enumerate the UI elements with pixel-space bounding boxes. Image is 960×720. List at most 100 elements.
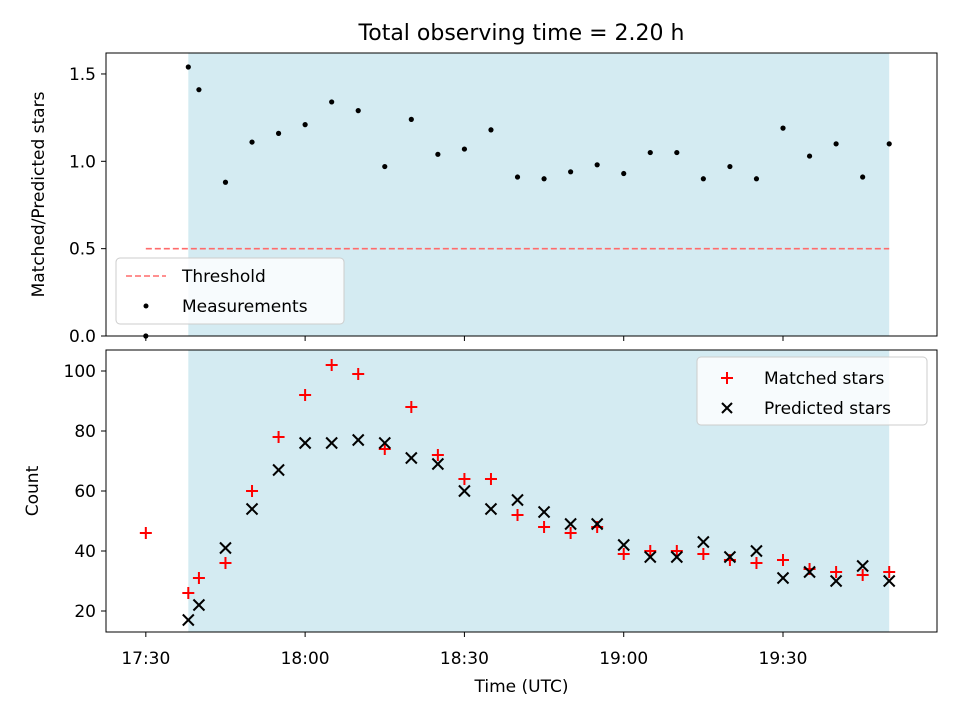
- predicted-star-point: [192, 598, 206, 612]
- predicted-star-point: [378, 436, 391, 450]
- count-panel: 20 40 60 80 100 17:30 18:00 18:30 19:00 19:30 Ti…: [23, 349, 938, 697]
- measurement-point: [329, 99, 335, 105]
- predicted-star-point: [829, 574, 843, 588]
- predicted-star-point: [245, 502, 259, 516]
- measurement-point: [196, 87, 202, 93]
- predicted-star-point: [697, 535, 710, 549]
- measurement-point: [275, 130, 282, 136]
- predicted-star-point: [723, 550, 737, 564]
- measurement-point: [222, 179, 229, 185]
- measurements-legend-label: Measurements: [182, 297, 308, 317]
- predicted-star-point: [405, 451, 418, 465]
- x-axis-label: Time (UTC): [474, 677, 569, 697]
- measurement-point: [700, 176, 706, 182]
- ratio-y-tick-label: 1.5: [69, 65, 96, 85]
- matched-star-point: [617, 548, 630, 560]
- measurement-point: [727, 163, 733, 170]
- matched-star-point: [856, 569, 869, 581]
- measurement-point: [753, 176, 760, 182]
- measurement-point: [355, 108, 361, 114]
- measurement-point: [488, 127, 494, 133]
- measurement-point: [249, 139, 255, 145]
- predicted-star-point: [272, 463, 285, 477]
- count-legend-box: [696, 356, 928, 426]
- matched-star-point: [352, 368, 365, 380]
- matched-star-point: [697, 548, 710, 560]
- predicted-star-point: [511, 493, 524, 507]
- predicted-star-point: [803, 565, 816, 579]
- matched-star-point: [378, 443, 391, 455]
- matched-star-point: [219, 557, 232, 569]
- predicted-star-point: [670, 550, 684, 564]
- measurement-point: [461, 146, 468, 152]
- matched-star-point: [405, 401, 418, 413]
- matched-star-point: [830, 566, 843, 578]
- matched-star-point: [431, 449, 444, 461]
- matched-star-point: [484, 473, 497, 485]
- count-y-tick-label: 100: [64, 362, 96, 382]
- predicted-star-point: [590, 517, 604, 531]
- predicted-star-point: [537, 505, 551, 519]
- measurement-point: [594, 162, 600, 168]
- predicted-star-point: [564, 517, 577, 531]
- predicted-legend-swatch: [721, 402, 733, 414]
- ratio-y-axis: 0.0 0.5 1.0 1.5: [69, 65, 106, 347]
- matched-star-point: [182, 587, 195, 599]
- matched-star-point: [511, 509, 524, 521]
- measurement-point: [568, 169, 574, 175]
- measurement-point: [780, 125, 786, 131]
- matched-legend-label: Matched stars: [764, 369, 884, 389]
- measurement-point: [886, 141, 892, 147]
- measurement-point: [860, 174, 866, 180]
- matched-legend-swatch: [721, 372, 733, 384]
- measurement-points: [143, 64, 892, 339]
- measurement-point: [647, 149, 653, 156]
- matched-star-point: [883, 566, 896, 578]
- predicted-star-point: [750, 544, 763, 558]
- ratio-panel-frame: [105, 52, 938, 337]
- matched-star-point: [644, 545, 657, 557]
- count-y-axis: 20 40 60 80 100: [64, 362, 106, 622]
- predicted-star-point: [776, 571, 790, 585]
- predicted-star-point: [883, 574, 896, 588]
- count-x-tick-label: 18:00: [281, 649, 330, 669]
- threshold-legend-label: Threshold: [181, 267, 266, 287]
- matched-star-point: [246, 485, 259, 497]
- ratio-legend-box: [115, 257, 345, 325]
- predicted-star-point: [325, 436, 338, 450]
- chart-title: Total observing time = 2.20 h: [358, 21, 685, 46]
- matched-star-point: [538, 521, 551, 533]
- predicted-star-point: [644, 550, 657, 564]
- count-x-tick-label: 19:30: [759, 649, 808, 669]
- measurement-point: [674, 149, 680, 156]
- predicted-star-point: [182, 613, 195, 627]
- measurement-point: [185, 64, 191, 70]
- predicted-star-point: [856, 559, 869, 573]
- predicted-star-point: [458, 484, 471, 498]
- count-legend: Matched stars Predicted stars: [696, 356, 928, 426]
- count-x-axis: 17:30 18:00 18:30 19:00 19:30: [121, 632, 808, 669]
- measurement-point: [408, 116, 414, 122]
- matched-star-point: [750, 557, 763, 569]
- ratio-legend: Threshold Measurements: [115, 257, 345, 325]
- ratio-y-tick-label: 0.0: [69, 327, 96, 347]
- measurements-legend-swatch: [143, 303, 149, 309]
- matched-star-point: [777, 554, 790, 566]
- measurement-point: [541, 176, 547, 182]
- measurement-point: [435, 151, 441, 157]
- predicted-legend-label: Predicted stars: [764, 399, 891, 419]
- measurement-point: [514, 174, 521, 180]
- ratio-y-tick-label: 1.0: [69, 152, 96, 172]
- count-y-axis-label: Count: [23, 465, 43, 516]
- count-y-tick-label: 60: [74, 482, 96, 502]
- ratio-y-axis-label: Matched/Predicted stars: [29, 91, 49, 297]
- predicted-star-point: [431, 457, 445, 471]
- measurement-point: [302, 122, 308, 128]
- predicted-star-point: [617, 538, 630, 552]
- count-panel-frame: [105, 349, 938, 633]
- count-x-tick-label: 18:30: [440, 649, 489, 669]
- predicted-stars-points: [182, 433, 896, 627]
- ratio-panel: 0.0 0.5 1.0 1.5 Total observing time = 2.20…: [29, 21, 938, 347]
- predicted-star-point: [352, 433, 365, 447]
